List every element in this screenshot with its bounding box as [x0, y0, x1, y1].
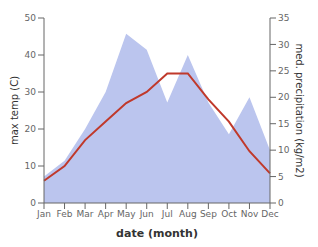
svg-text:Oct: Oct — [221, 209, 237, 219]
svg-text:May: May — [117, 209, 136, 219]
svg-text:Jul: Jul — [161, 209, 173, 219]
svg-text:5: 5 — [278, 172, 284, 182]
svg-text:Nov: Nov — [241, 209, 259, 219]
svg-text:Jun: Jun — [139, 209, 154, 219]
svg-text:25: 25 — [278, 66, 289, 76]
svg-text:10: 10 — [278, 145, 290, 155]
svg-text:Jan: Jan — [36, 209, 51, 219]
svg-text:0: 0 — [278, 198, 284, 208]
svg-text:30: 30 — [278, 40, 290, 50]
svg-text:med. precipitation (kg/m2): med. precipitation (kg/m2) — [294, 43, 305, 177]
svg-text:40: 40 — [25, 50, 37, 60]
svg-text:date (month): date (month) — [116, 227, 198, 239]
svg-text:max temp (C): max temp (C) — [9, 76, 20, 145]
svg-text:Mar: Mar — [77, 209, 94, 219]
svg-text:Apr: Apr — [98, 209, 114, 219]
svg-text:Sep: Sep — [200, 209, 217, 219]
svg-text:50: 50 — [25, 13, 37, 23]
svg-text:35: 35 — [278, 13, 289, 23]
svg-text:20: 20 — [25, 124, 37, 134]
svg-text:15: 15 — [278, 119, 289, 129]
svg-text:Dec: Dec — [261, 209, 278, 219]
svg-text:Aug: Aug — [179, 209, 197, 219]
svg-text:Feb: Feb — [57, 209, 73, 219]
svg-text:20: 20 — [278, 92, 290, 102]
svg-text:10: 10 — [25, 161, 37, 171]
svg-text:0: 0 — [30, 198, 36, 208]
svg-text:30: 30 — [25, 87, 37, 97]
